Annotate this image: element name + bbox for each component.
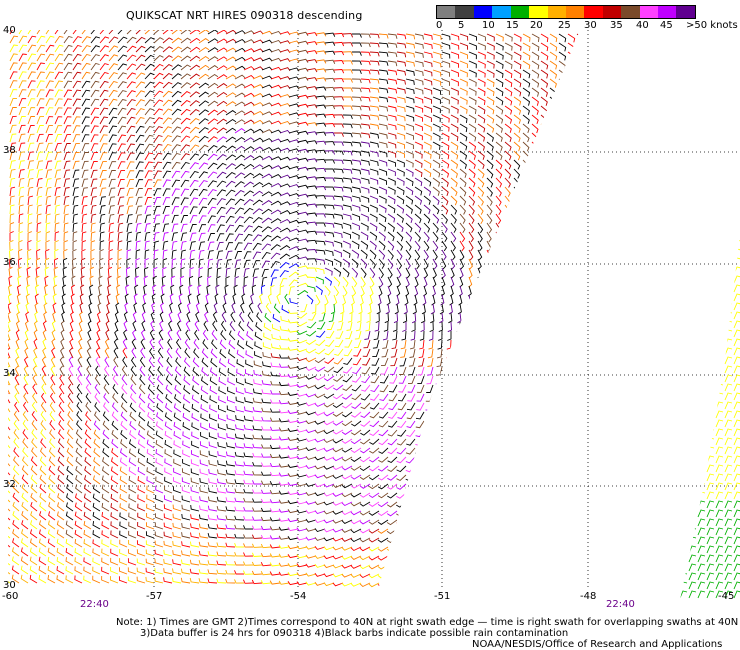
lon-label-60: -60 <box>2 591 19 602</box>
lat-lon-grid <box>8 30 740 590</box>
legend-label: 25 <box>558 20 571 31</box>
lon-label-57: -57 <box>146 591 163 602</box>
lon-label-48: -48 <box>580 591 597 602</box>
legend-swatch <box>473 6 493 18</box>
legend-label: 10 <box>482 20 495 31</box>
lat-label-40: 40 <box>3 25 16 36</box>
lon-label-51: -51 <box>434 591 451 602</box>
lon-label-45: -45 <box>718 591 735 602</box>
legend-swatch <box>547 6 566 18</box>
legend-label: 30 <box>584 20 597 31</box>
legend-swatch <box>565 6 585 18</box>
legend-swatch <box>639 6 659 18</box>
legend-swatch <box>676 6 695 18</box>
legend-label: 45 <box>660 20 673 31</box>
legend-swatch <box>602 6 622 18</box>
wind-swath-right <box>680 235 740 599</box>
lat-label-32: 32 <box>3 479 16 490</box>
legend-swatch <box>658 6 677 18</box>
legend-swatch <box>584 6 603 18</box>
lon-label-54: -54 <box>290 591 307 602</box>
legend-swatch <box>529 6 548 18</box>
wind-swath-main <box>8 30 580 590</box>
legend-swatch <box>510 6 530 18</box>
credit-line: NOAA/NESDIS/Office of Research and Appli… <box>472 639 723 650</box>
legend-swatch <box>437 6 456 18</box>
legend-swatch <box>455 6 474 18</box>
lat-label-30: 30 <box>3 580 16 591</box>
legend-label: 15 <box>506 20 519 31</box>
swath-time-left: 22:40 <box>80 599 109 610</box>
legend-label: 35 <box>610 20 623 31</box>
note-line-2: 3)Data buffer is 24 hrs for 090318 4)Bla… <box>140 628 569 639</box>
legend-label: >50 knots <box>686 20 738 31</box>
lat-label-36: 36 <box>3 257 16 268</box>
swath-time-right: 22:40 <box>606 599 635 610</box>
legend-swatch <box>492 6 511 18</box>
legend-swatch <box>621 6 640 18</box>
legend-label: 40 <box>636 20 649 31</box>
legend-label: 0 <box>436 20 443 31</box>
note-line-1: Note: 1) Times are GMT 2)Times correspon… <box>116 617 739 628</box>
map-title: QUIKSCAT NRT HIRES 090318 descending <box>126 9 363 22</box>
lat-label-34: 34 <box>3 368 16 379</box>
legend-label: 5 <box>458 20 465 31</box>
legend-label: 20 <box>530 20 543 31</box>
wind-speed-legend <box>436 5 696 19</box>
lat-label-38: 38 <box>3 145 16 156</box>
